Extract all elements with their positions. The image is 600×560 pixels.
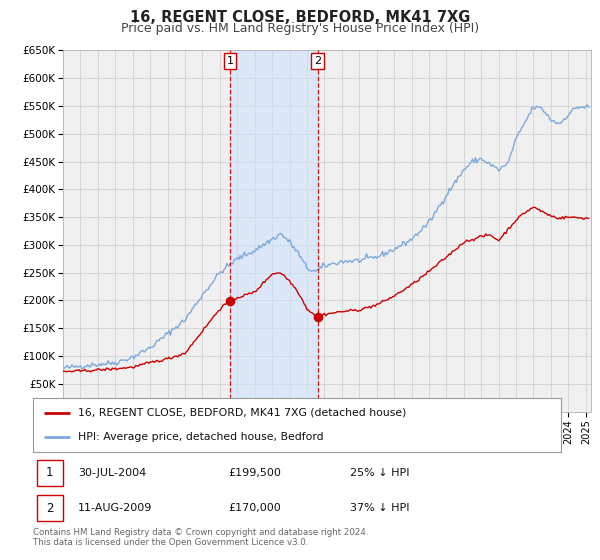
Text: £170,000: £170,000: [229, 503, 281, 514]
Bar: [37, 460, 62, 486]
Text: Contains HM Land Registry data © Crown copyright and database right 2024.: Contains HM Land Registry data © Crown c…: [33, 528, 368, 537]
Text: 16, REGENT CLOSE, BEDFORD, MK41 7XG (detached house): 16, REGENT CLOSE, BEDFORD, MK41 7XG (det…: [78, 408, 406, 418]
Text: 2: 2: [314, 56, 322, 66]
Text: HPI: Average price, detached house, Bedford: HPI: Average price, detached house, Bedf…: [78, 432, 323, 442]
Text: 25% ↓ HPI: 25% ↓ HPI: [350, 468, 409, 478]
Text: £199,500: £199,500: [229, 468, 281, 478]
Point: [313, 312, 323, 321]
Text: 30-JUL-2004: 30-JUL-2004: [78, 468, 146, 478]
Text: 16, REGENT CLOSE, BEDFORD, MK41 7XG: 16, REGENT CLOSE, BEDFORD, MK41 7XG: [130, 10, 470, 25]
Point: [225, 296, 235, 305]
Text: 1: 1: [226, 56, 233, 66]
Bar: [37, 496, 62, 521]
Text: This data is licensed under the Open Government Licence v3.0.: This data is licensed under the Open Gov…: [33, 538, 308, 547]
Text: 37% ↓ HPI: 37% ↓ HPI: [350, 503, 409, 514]
Text: 11-AUG-2009: 11-AUG-2009: [78, 503, 152, 514]
Bar: [230, 50, 318, 412]
Text: 1: 1: [46, 466, 53, 479]
Text: Price paid vs. HM Land Registry's House Price Index (HPI): Price paid vs. HM Land Registry's House …: [121, 22, 479, 35]
Text: 2: 2: [46, 502, 53, 515]
